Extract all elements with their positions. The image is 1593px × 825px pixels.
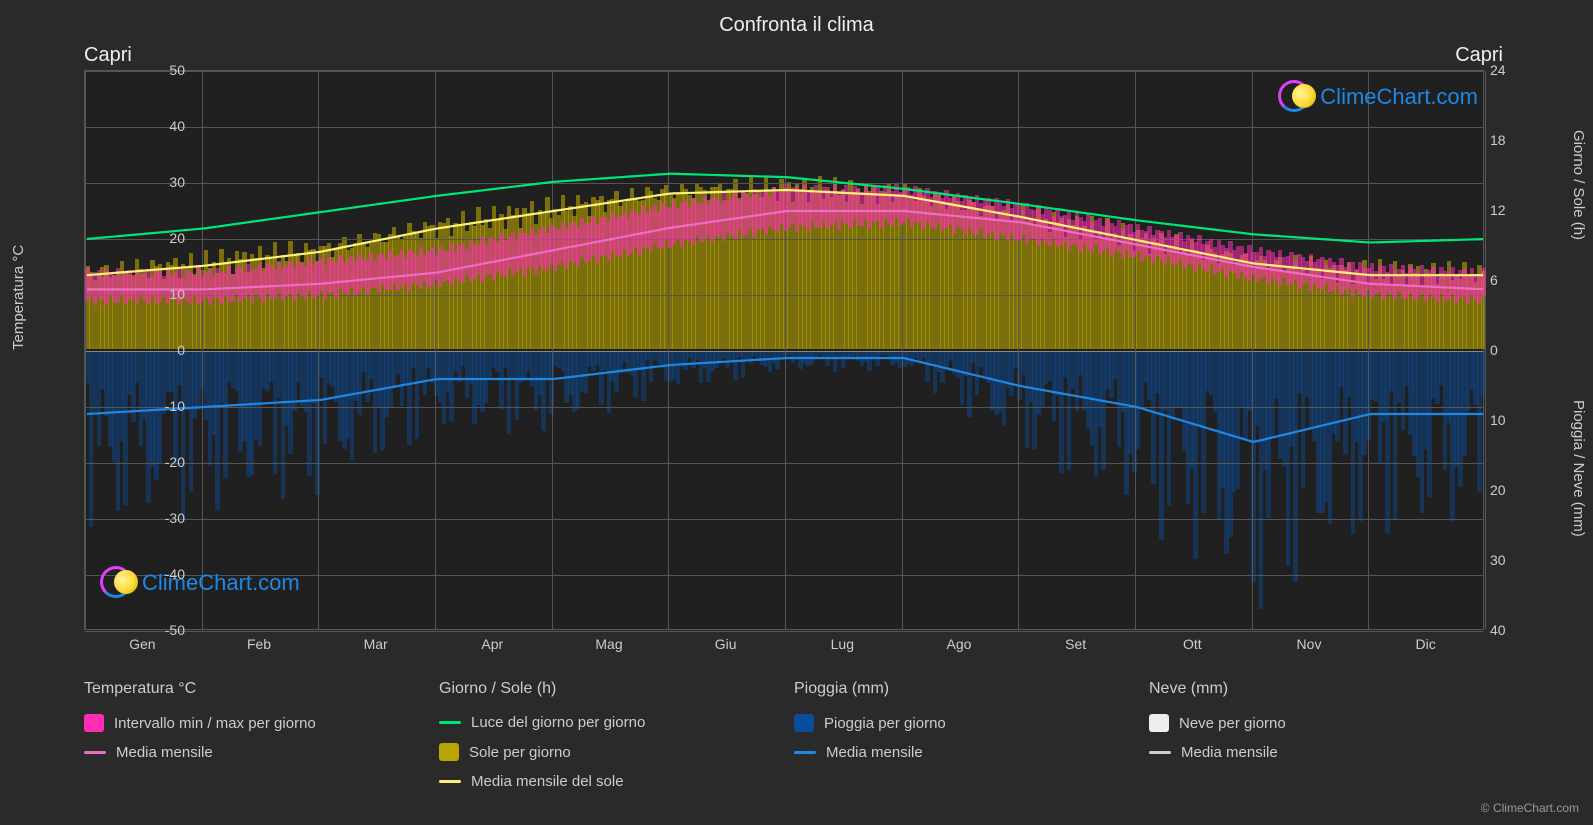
legend-item-daylight: Luce del giorno per giorno xyxy=(439,714,774,731)
climechart-logo-icon xyxy=(100,566,134,600)
y-tick-left: -30 xyxy=(145,510,185,526)
swatch-rain-mean xyxy=(794,751,816,754)
legend-label: Intervallo min / max per giorno xyxy=(114,715,316,732)
legend-col-snow: Neve (mm) Neve per giorno Media mensile xyxy=(1149,680,1484,790)
y-tick-right: 0 xyxy=(1490,342,1530,358)
watermark-bottom: ClimeChart.com xyxy=(100,566,300,600)
legend-item-temp-range: Intervallo min / max per giorno xyxy=(84,714,419,732)
x-tick-month: Lug xyxy=(802,636,882,652)
y-tick-right: 40 xyxy=(1490,622,1530,638)
y-tick-left: -20 xyxy=(145,454,185,470)
watermark-text: ClimeChart.com xyxy=(1320,84,1478,110)
legend-item-snow-mean: Media mensile xyxy=(1149,744,1484,761)
legend-col-temperature: Temperatura °C Intervallo min / max per … xyxy=(84,680,419,790)
swatch-temp-range xyxy=(84,714,104,732)
y-axis-left-label: Temperatura °C xyxy=(10,245,27,350)
y-tick-left: -40 xyxy=(145,566,185,582)
chart-svg xyxy=(85,71,1483,629)
y-tick-right: 20 xyxy=(1490,482,1530,498)
swatch-temp-mean xyxy=(84,751,106,754)
swatch-snow-daily xyxy=(1149,714,1169,732)
location-label-left: Capri xyxy=(84,44,132,67)
swatch-snow-mean xyxy=(1149,751,1171,754)
legend-item-rain-daily: Pioggia per giorno xyxy=(794,714,1129,732)
swatch-rain-daily xyxy=(794,714,814,732)
y-tick-right: 30 xyxy=(1490,552,1530,568)
legend-header-temp: Temperatura °C xyxy=(84,680,419,698)
legend: Temperatura °C Intervallo min / max per … xyxy=(84,680,1484,790)
legend-label: Pioggia per giorno xyxy=(824,715,946,732)
legend-label: Neve per giorno xyxy=(1179,715,1286,732)
legend-label: Media mensile xyxy=(116,744,213,761)
legend-col-rain: Pioggia (mm) Pioggia per giorno Media me… xyxy=(794,680,1129,790)
x-tick-month: Giu xyxy=(686,636,766,652)
x-tick-month: Mag xyxy=(569,636,649,652)
y-tick-left: 0 xyxy=(145,342,185,358)
swatch-sun-daily xyxy=(439,743,459,761)
legend-col-daylight: Giorno / Sole (h) Luce del giorno per gi… xyxy=(439,680,774,790)
x-tick-month: Gen xyxy=(102,636,182,652)
x-tick-month: Set xyxy=(1036,636,1116,652)
legend-label: Sole per giorno xyxy=(469,744,571,761)
legend-label: Media mensile xyxy=(826,744,923,761)
y-tick-left: 50 xyxy=(145,62,185,78)
x-tick-month: Nov xyxy=(1269,636,1349,652)
copyright-text: © ClimeChart.com xyxy=(1481,801,1579,815)
y-tick-left: 10 xyxy=(145,286,185,302)
legend-label: Media mensile xyxy=(1181,744,1278,761)
y-tick-left: -10 xyxy=(145,398,185,414)
x-tick-month: Ago xyxy=(919,636,999,652)
climechart-logo-icon xyxy=(1278,80,1312,114)
y-axis-right-label-bottom: Pioggia / Neve (mm) xyxy=(1570,400,1587,537)
x-tick-month: Apr xyxy=(452,636,532,652)
y-tick-left: 30 xyxy=(145,174,185,190)
legend-item-rain-mean: Media mensile xyxy=(794,744,1129,761)
y-tick-right: 24 xyxy=(1490,62,1530,78)
legend-item-sun-monthly: Media mensile del sole xyxy=(439,773,774,790)
x-tick-month: Ott xyxy=(1152,636,1232,652)
legend-header-snow: Neve (mm) xyxy=(1149,680,1484,698)
legend-item-sun-daily: Sole per giorno xyxy=(439,743,774,761)
swatch-sun-monthly xyxy=(439,780,461,783)
swatch-daylight xyxy=(439,721,461,724)
y-tick-right: 6 xyxy=(1490,272,1530,288)
legend-item-temp-mean: Media mensile xyxy=(84,744,419,761)
y-tick-left: 20 xyxy=(145,230,185,246)
y-tick-left: 40 xyxy=(145,118,185,134)
watermark-top: ClimeChart.com xyxy=(1278,80,1478,114)
legend-item-snow-daily: Neve per giorno xyxy=(1149,714,1484,732)
legend-header-rain: Pioggia (mm) xyxy=(794,680,1129,698)
legend-header-day: Giorno / Sole (h) xyxy=(439,680,774,698)
x-tick-month: Feb xyxy=(219,636,299,652)
y-tick-right: 12 xyxy=(1490,202,1530,218)
plot-area xyxy=(84,70,1484,630)
x-tick-month: Dic xyxy=(1386,636,1466,652)
legend-label: Media mensile del sole xyxy=(471,773,624,790)
y-tick-right: 10 xyxy=(1490,412,1530,428)
y-axis-right-label-top: Giorno / Sole (h) xyxy=(1570,130,1587,240)
legend-label: Luce del giorno per giorno xyxy=(471,714,645,731)
chart-title: Confronta il clima xyxy=(0,0,1593,37)
y-tick-right: 18 xyxy=(1490,132,1530,148)
x-tick-month: Mar xyxy=(336,636,416,652)
